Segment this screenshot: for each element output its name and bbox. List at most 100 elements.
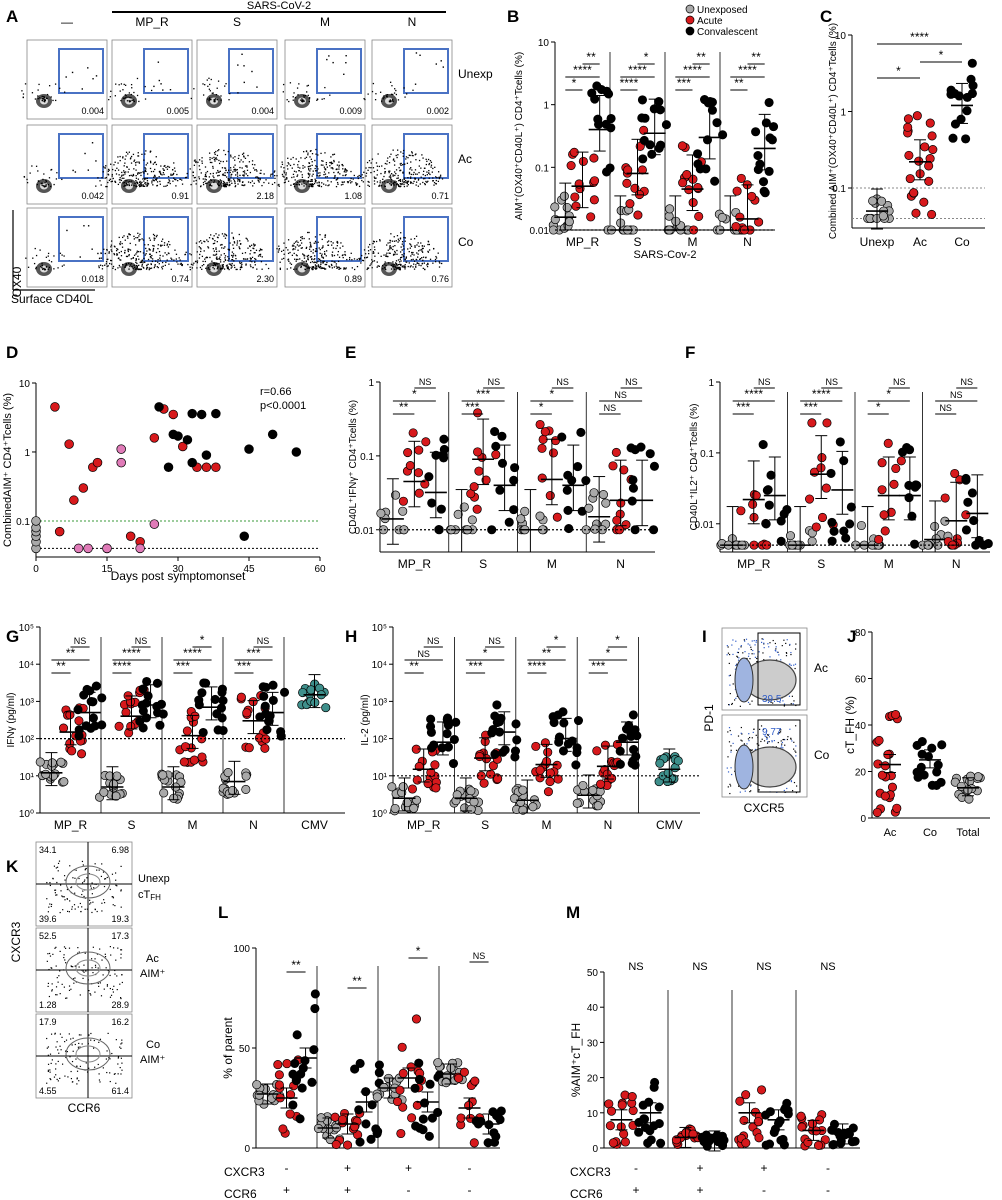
event-dot: [139, 185, 142, 187]
event-dot: [147, 244, 149, 246]
quadrant-value: 28.9: [111, 1000, 129, 1010]
event-dot: [168, 240, 170, 243]
event-dot: [351, 259, 353, 261]
event-dot: [162, 168, 164, 170]
data-point: [158, 709, 168, 719]
event-dot: [168, 166, 171, 168]
event-dot: [116, 975, 118, 977]
event-dot: [345, 174, 347, 176]
event-dot: [249, 257, 252, 259]
event-dot: [50, 905, 52, 908]
event-dot: [119, 177, 121, 179]
event-dot: [769, 642, 771, 644]
event-dot: [392, 264, 394, 266]
event-dot: [389, 99, 391, 101]
event-dot: [360, 262, 362, 264]
event-dot: [239, 266, 242, 269]
event-dot: [135, 175, 137, 177]
event-dot: [414, 178, 416, 180]
event-dot: [56, 977, 58, 979]
event-dot: [207, 267, 210, 269]
event-dot: [110, 954, 112, 956]
data-point: [562, 203, 572, 213]
event-dot: [362, 177, 364, 179]
data-point: [83, 543, 93, 554]
event-dot: [148, 237, 151, 239]
event-dot: [128, 100, 130, 102]
data-point: [821, 483, 831, 493]
data-point: [338, 1114, 348, 1125]
event-dot: [145, 183, 147, 186]
y-tick-label: 0.1: [832, 184, 846, 195]
event-dot: [389, 176, 392, 178]
event-dot: [313, 242, 315, 244]
event-dot: [202, 181, 205, 184]
event-dot: [110, 259, 113, 262]
event-dot: [442, 66, 445, 68]
event-dot: [132, 173, 135, 176]
event-dot: [728, 727, 731, 729]
event-dot: [377, 252, 380, 254]
significance-label: **: [399, 400, 409, 414]
event-dot: [142, 239, 145, 241]
data-point: [593, 801, 603, 811]
event-dot: [123, 185, 125, 187]
event-dot: [152, 233, 155, 236]
event-dot: [256, 170, 258, 172]
event-dot: [246, 258, 248, 260]
event-dot: [49, 1069, 51, 1071]
event-dot: [124, 94, 127, 96]
event-dot: [209, 90, 211, 92]
event-dot: [336, 267, 338, 270]
event-dot: [76, 1077, 78, 1079]
event-dot: [766, 734, 769, 736]
event-dot: [328, 55, 330, 57]
event-dot: [146, 177, 148, 180]
event-dot: [322, 267, 324, 269]
data-point: [492, 700, 502, 710]
panel-letter: L: [218, 903, 228, 922]
data-point: [91, 681, 101, 691]
data-point: [182, 726, 192, 736]
event-dot: [61, 254, 63, 256]
data-point: [638, 154, 648, 164]
data-point: [474, 466, 484, 476]
event-dot: [124, 97, 126, 99]
event-dot: [224, 246, 226, 248]
significance-label: **: [56, 659, 66, 673]
event-dot: [27, 266, 30, 268]
event-dot: [261, 268, 263, 270]
data-point: [559, 718, 569, 728]
data-point: [475, 752, 485, 762]
event-dot: [116, 253, 118, 255]
event-dot: [151, 254, 153, 257]
significance-label: ***: [465, 400, 479, 414]
event-dot: [440, 262, 443, 265]
event-dot: [778, 654, 780, 656]
event-dot: [765, 736, 767, 738]
event-dot: [321, 256, 323, 258]
flow-plot: 0.018: [25, 207, 108, 288]
event-dot: [743, 639, 745, 641]
event-dot: [226, 264, 228, 266]
event-dot: [377, 153, 379, 155]
event-dot: [373, 246, 376, 248]
quadrant-value: 16.2: [111, 1017, 129, 1027]
data-point: [114, 721, 124, 731]
data-point: [877, 770, 887, 780]
event-dot: [45, 179, 47, 182]
event-dot: [73, 904, 76, 906]
data-point: [452, 790, 462, 800]
event-dot: [130, 162, 133, 164]
event-dot: [276, 175, 278, 177]
data-point: [883, 438, 893, 448]
event-dot: [392, 183, 395, 185]
significance-label: *: [896, 64, 901, 78]
event-dot: [241, 153, 244, 155]
event-dot: [234, 156, 236, 158]
event-dot: [344, 169, 346, 171]
event-dot: [213, 100, 215, 103]
gate-box: [143, 216, 189, 262]
data-point: [371, 1124, 381, 1134]
data-point: [453, 509, 463, 519]
